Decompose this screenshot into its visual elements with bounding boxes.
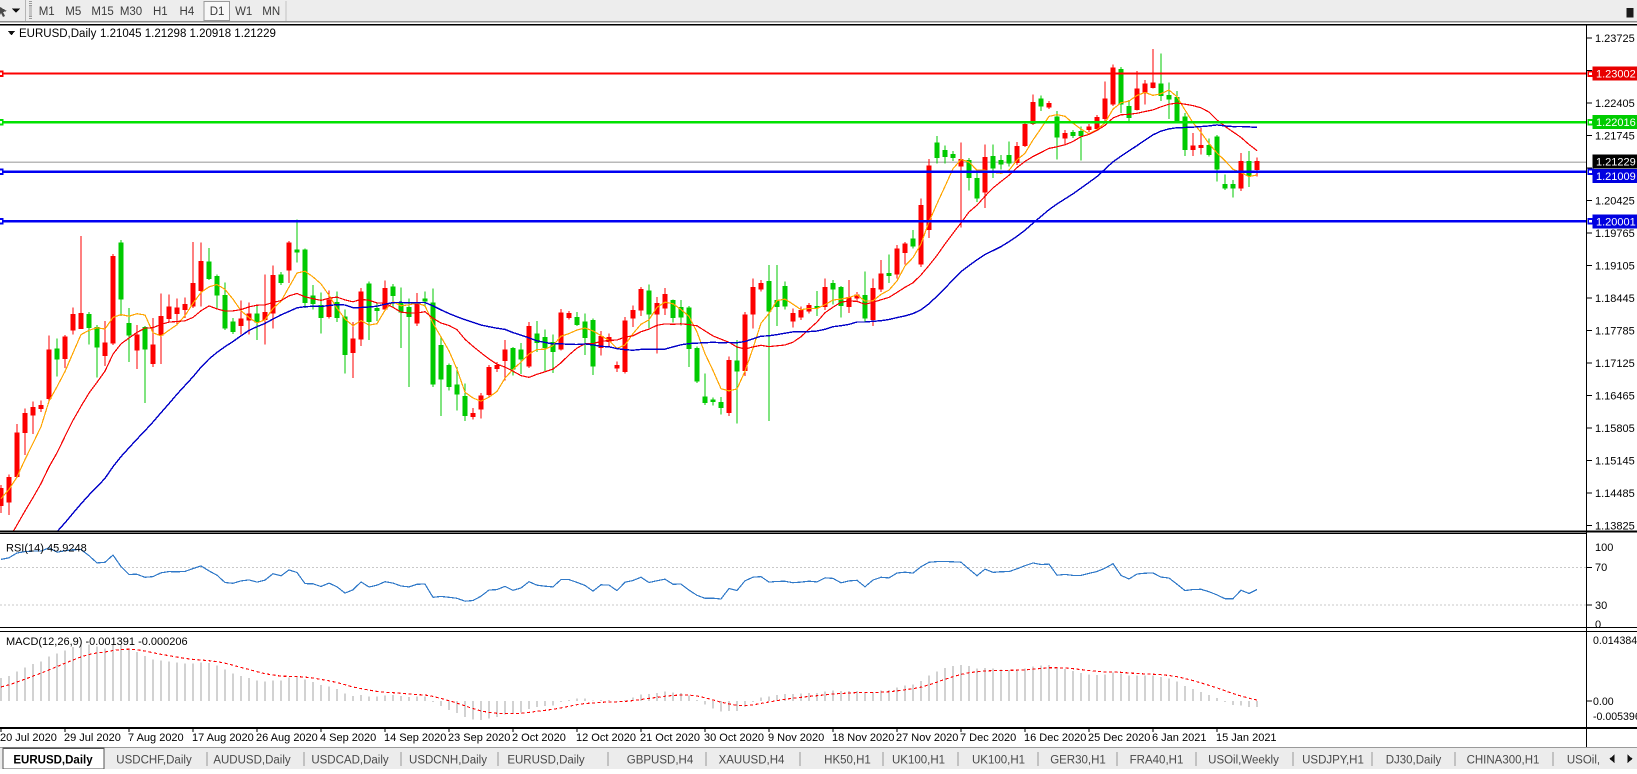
svg-text:1.23725: 1.23725	[1595, 33, 1635, 45]
svg-text:2 Oct 2020: 2 Oct 2020	[512, 732, 566, 744]
svg-text:UK100,H1: UK100,H1	[972, 755, 1025, 767]
svg-text:W1: W1	[235, 6, 252, 18]
svg-text:CHINA300,H1: CHINA300,H1	[1467, 755, 1540, 767]
svg-text:1.21045 1.21298 1.20918 1.2122: 1.21045 1.21298 1.20918 1.21229	[100, 28, 276, 40]
svg-text:M5: M5	[65, 6, 81, 18]
svg-text:29 Jul 2020: 29 Jul 2020	[64, 732, 121, 744]
svg-text:1.23002: 1.23002	[1596, 69, 1636, 81]
svg-text:17 Aug 2020: 17 Aug 2020	[192, 732, 254, 744]
svg-text:XAUUSD,H4: XAUUSD,H4	[719, 755, 785, 767]
svg-text:M15: M15	[91, 6, 113, 18]
svg-text:D1: D1	[210, 6, 225, 18]
svg-text:6 Jan 2021: 6 Jan 2021	[1152, 732, 1206, 744]
svg-text:9 Nov 2020: 9 Nov 2020	[768, 732, 824, 744]
svg-text:25 Dec 2020: 25 Dec 2020	[1088, 732, 1150, 744]
svg-text:4 Sep 2020: 4 Sep 2020	[320, 732, 376, 744]
svg-text:M30: M30	[120, 6, 142, 18]
svg-text:1.20425: 1.20425	[1595, 196, 1635, 208]
svg-text:30 Oct 2020: 30 Oct 2020	[704, 732, 764, 744]
svg-text:1.17125: 1.17125	[1595, 358, 1635, 370]
svg-text:20 Jul 2020: 20 Jul 2020	[0, 732, 57, 744]
svg-text:GBPUSD,H4: GBPUSD,H4	[627, 755, 694, 767]
svg-text:EURUSD,Daily: EURUSD,Daily	[13, 755, 93, 767]
svg-text:1.21745: 1.21745	[1595, 131, 1635, 143]
svg-text:15 Jan 2021: 15 Jan 2021	[1216, 732, 1277, 744]
svg-text:100: 100	[1595, 542, 1613, 554]
svg-text:M1: M1	[39, 6, 55, 18]
svg-text:H4: H4	[180, 6, 195, 18]
svg-text:1.19105: 1.19105	[1595, 261, 1635, 273]
svg-text:USDCHF,Daily: USDCHF,Daily	[116, 755, 192, 767]
svg-text:FRA40,H1: FRA40,H1	[1130, 755, 1184, 767]
svg-text:0.00: 0.00	[1593, 696, 1614, 708]
svg-text:USOil,: USOil,	[1567, 755, 1600, 767]
svg-text:12 Oct 2020: 12 Oct 2020	[576, 732, 636, 744]
svg-text:30: 30	[1595, 600, 1607, 612]
svg-text:1.15805: 1.15805	[1595, 423, 1635, 435]
svg-text:1.21229: 1.21229	[1596, 157, 1636, 169]
svg-text:RSI(14) 45.9248: RSI(14) 45.9248	[6, 543, 87, 555]
svg-text:14 Sep 2020: 14 Sep 2020	[384, 732, 446, 744]
svg-text:GER30,H1: GER30,H1	[1050, 755, 1106, 767]
svg-text:1.15145: 1.15145	[1595, 456, 1635, 468]
svg-text:UK100,H1: UK100,H1	[892, 755, 945, 767]
svg-text:18 Nov 2020: 18 Nov 2020	[832, 732, 894, 744]
svg-text:EURUSD,Daily: EURUSD,Daily	[19, 28, 97, 40]
svg-text:21 Oct 2020: 21 Oct 2020	[640, 732, 700, 744]
svg-text:EURUSD,Daily: EURUSD,Daily	[507, 755, 585, 767]
svg-text:16 Dec 2020: 16 Dec 2020	[1024, 732, 1086, 744]
svg-text:-0.005396: -0.005396	[1593, 711, 1637, 723]
svg-text:27 Nov 2020: 27 Nov 2020	[896, 732, 958, 744]
svg-text:USDCAD,Daily: USDCAD,Daily	[311, 755, 389, 767]
svg-text:1.18445: 1.18445	[1595, 293, 1635, 305]
svg-text:23 Sep 2020: 23 Sep 2020	[448, 732, 510, 744]
svg-text:1.13825: 1.13825	[1595, 521, 1635, 533]
svg-text:1.14485: 1.14485	[1595, 488, 1635, 500]
svg-text:1.17785: 1.17785	[1595, 326, 1635, 338]
svg-text:MN: MN	[262, 6, 280, 18]
svg-text:H1: H1	[153, 6, 168, 18]
svg-text:70: 70	[1595, 562, 1607, 574]
svg-text:1.22016: 1.22016	[1596, 117, 1636, 129]
svg-text:AUDUSD,Daily: AUDUSD,Daily	[213, 755, 291, 767]
svg-text:DJ30,Daily: DJ30,Daily	[1386, 755, 1442, 767]
svg-text:7 Dec 2020: 7 Dec 2020	[960, 732, 1016, 744]
svg-text:MACD(12,26,9) -0.001391 -0.000: MACD(12,26,9) -0.001391 -0.000206	[6, 636, 188, 648]
svg-text:7 Aug 2020: 7 Aug 2020	[128, 732, 184, 744]
svg-text:USDJPY,H1: USDJPY,H1	[1302, 755, 1364, 767]
svg-text:1.20001: 1.20001	[1596, 216, 1636, 228]
svg-text:HK50,H1: HK50,H1	[824, 755, 871, 767]
svg-text:1.21009: 1.21009	[1596, 171, 1636, 183]
svg-text:0.014384: 0.014384	[1593, 635, 1637, 647]
svg-text:1.22405: 1.22405	[1595, 98, 1635, 110]
svg-text:USOil,Weekly: USOil,Weekly	[1208, 755, 1279, 767]
svg-text:0: 0	[1595, 619, 1601, 631]
svg-text:26 Aug 2020: 26 Aug 2020	[256, 732, 318, 744]
svg-text:1.19765: 1.19765	[1595, 228, 1635, 240]
svg-text:USDCNH,Daily: USDCNH,Daily	[409, 755, 487, 767]
svg-text:1.16465: 1.16465	[1595, 391, 1635, 403]
